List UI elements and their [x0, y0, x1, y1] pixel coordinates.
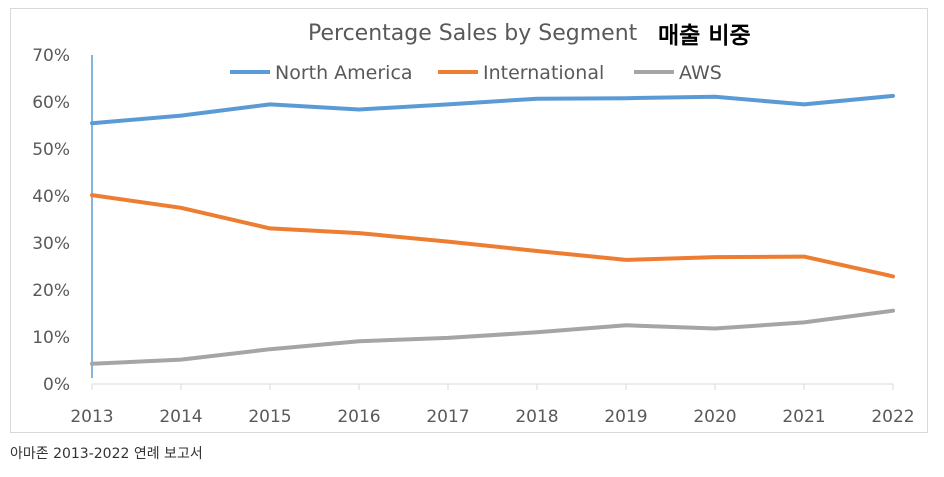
x-tick-label: 2014: [159, 407, 202, 427]
y-tick-label: 70%: [32, 46, 70, 66]
y-tick-label: 60%: [32, 93, 70, 113]
korean-title: 매출 비중: [658, 23, 751, 49]
x-tick-label: 2022: [871, 407, 914, 427]
x-axis: 2013 2014 2015 2016 2017 2018 2019 2020 2021 2022: [70, 383, 915, 427]
legend-label-north-america: North America: [275, 62, 413, 84]
y-tick-label: 0%: [43, 375, 70, 395]
legend: North America International AWS: [230, 62, 722, 84]
y-tick-label: 10%: [32, 328, 70, 348]
x-tick-label: 2021: [782, 407, 825, 427]
series-line-north-america: [90, 93, 895, 126]
x-tick-label: 2013: [70, 407, 113, 427]
x-tick-label: 2018: [515, 407, 558, 427]
x-tick-label: 2017: [426, 407, 469, 427]
x-tick-label: 2019: [604, 407, 647, 427]
y-tick-label: 30%: [32, 234, 70, 254]
chart-title: Percentage Sales by Segment: [308, 21, 638, 46]
y-tick-label: 40%: [32, 187, 70, 207]
series-line-international: [90, 193, 895, 279]
x-tick-label: 2015: [248, 407, 291, 427]
x-tick-label: 2016: [337, 407, 380, 427]
series-layer: [90, 93, 895, 366]
legend-label-international: International: [483, 62, 604, 84]
source-caption: 아마존 2013-2022 연례 보고서: [10, 446, 203, 462]
series-line-aws: [90, 308, 895, 366]
y-tick-label: 20%: [32, 281, 70, 301]
y-axis: 0% 10% 20% 30% 40% 50% 60% 70%: [32, 46, 93, 395]
x-tick-label: 2020: [693, 407, 736, 427]
y-tick-label: 50%: [32, 140, 70, 160]
legend-label-aws: AWS: [679, 62, 722, 84]
